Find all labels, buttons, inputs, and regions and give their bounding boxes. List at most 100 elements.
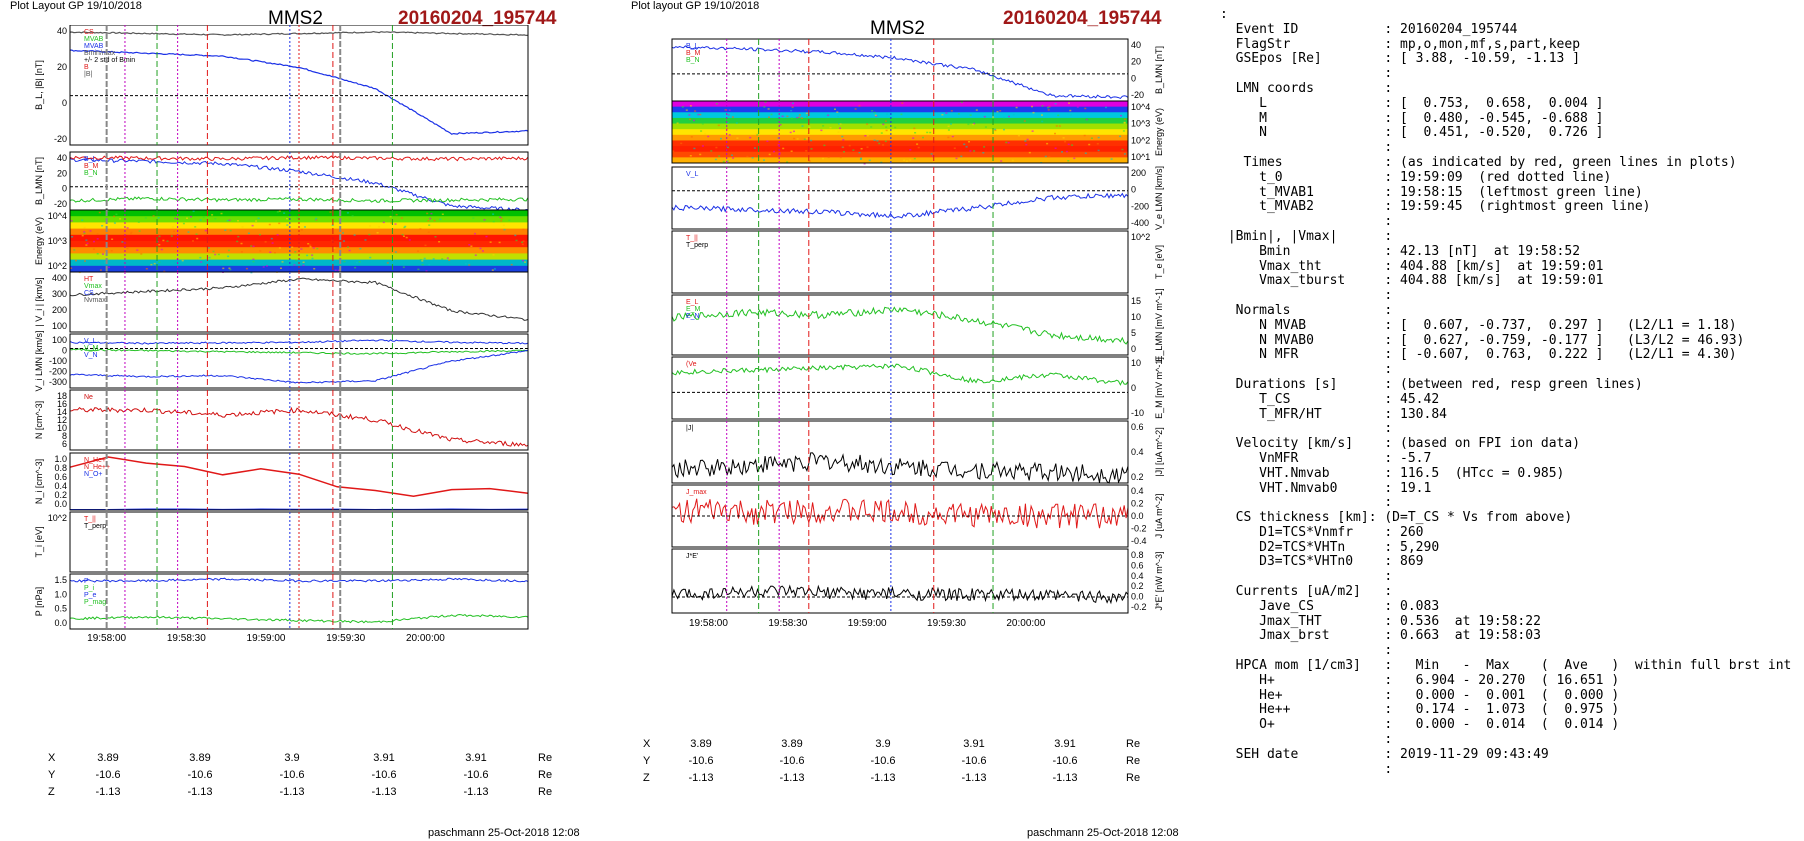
right-spectrogram-speckle [994,129,997,132]
right-ytick-label: -20 [1131,90,1144,100]
left-spectrogram-speckle [430,212,433,215]
right-spectrogram-speckle [726,120,729,123]
left-spectrogram-speckle [107,266,110,269]
right-spectrogram-speckle [950,123,952,125]
right-spectrogram-speckle [700,130,703,132]
left-spectrogram-band [70,210,528,217]
left-spectrogram-speckle [257,217,260,219]
orbit-row-x: X 3.89 3.89 3.9 3.91 3.91 Re [48,752,568,768]
left-spectrogram-speckle [211,214,214,216]
right-spectrogram-speckle [766,140,769,142]
right-ytick-label: 10 [1131,312,1141,322]
right-spectrogram-speckle [1058,125,1061,127]
left-spectrogram-speckle [240,251,243,253]
right-spectrogram-speckle [1044,155,1047,158]
right-ytick-label: 40 [1131,40,1141,50]
right-spectrogram-speckle [913,127,916,130]
right-spectrogram-speckle [728,134,731,136]
orbit-unit: Re [538,752,553,764]
right-spectrogram-speckle [710,150,713,152]
right-spectrogram-speckle [715,103,718,105]
right-ylabel: J [uA m^-2] [1154,494,1164,539]
left-spectrogram-speckle [182,222,185,225]
right-ylabel: |J| [uA m^-2] [1154,427,1164,476]
right-spectrogram-speckle [953,147,956,149]
orbit-value: -10.6 [961,755,987,767]
right-spectrogram-speckle [789,131,792,134]
right-legend-entry: E_L [686,299,699,306]
right-spectrogram-speckle [1024,140,1027,142]
left-panel-1: 40 20 0 -20 B_LMN [nT] B_LB_MB_N [34,151,529,212]
left-spectrogram-speckle [276,234,279,236]
orbit-value: -1.13 [279,786,305,798]
orbit-row-name: X [643,738,651,750]
right-ytick-label: 0.4 [1131,571,1144,581]
left-spectrogram-speckle [150,263,153,266]
right-spectrogram-speckle [720,137,722,140]
left-spectrogram-speckle [369,225,372,227]
info-line: : [1220,761,1393,777]
left-spectrogram-speckle [71,236,74,238]
left-spectrogram-speckle [419,228,422,230]
left-ytick-label: 16 [57,399,67,409]
right-spectrogram-speckle [790,117,793,119]
left-ytick-label: 10^2 [48,261,67,271]
left-ytick-label: -20 [54,199,67,209]
left-spectrogram-speckle [229,268,232,271]
right-spectrogram-speckle [1110,158,1113,160]
info-line: M : [ 0.480, -0.545, -0.688 ] [1220,110,1604,126]
right-panel-frame [671,100,1129,164]
right-spectrogram-speckle [676,122,679,124]
right-spectrogram-speckle [1065,150,1068,153]
right-ytick-label: 0 [1131,344,1136,354]
right-spectrogram-speckle [1088,143,1091,146]
left-spectrogram-speckle [492,254,495,256]
right-ylabel: V_e LMN [km/s] [1154,166,1164,230]
left-spectrogram-speckle [394,223,397,225]
right-ytick-label: 0.6 [1131,560,1144,570]
left-spectrogram-speckle [503,228,506,231]
left-spectrogram-speckle [417,250,419,252]
left-ylabel: P [nPa] [34,587,44,616]
right-spectrogram-speckle [1025,143,1028,146]
left-spectrogram-speckle [96,253,99,255]
left-ytick-label: 100 [52,321,67,331]
right-spectrogram-speckle [808,126,811,128]
left-spectrogram-speckle [376,232,379,234]
left-spectrogram-speckle [166,240,169,242]
left-ytick-label: -100 [49,356,67,366]
left-legend-entry: Nvmax [84,297,106,304]
right-spectrogram-speckle [894,126,897,129]
info-line: He+ : 0.000 - 0.001 ( 0.000 ) [1220,687,1620,703]
left-spectrogram-speckle [386,262,389,264]
right-spectrogram-speckle [968,141,970,143]
left-spectrogram-speckle [404,225,407,228]
right-spectrogram-speckle [885,129,888,132]
right-spectrogram-speckle [870,126,873,128]
left-spectrogram-speckle [158,235,161,238]
right-legend-entry: (Ve [686,361,697,368]
left-spectrogram-speckle [92,248,95,250]
left-spectrogram-speckle [508,219,511,221]
orbit-row-name: Z [48,786,55,798]
left-spectrogram-speckle [113,222,116,224]
left-spectrogram-speckle [170,235,173,237]
orbit-unit: Re [1126,738,1141,750]
right-spectrogram-speckle [838,123,841,125]
right-spectrogram-speckle [796,138,799,140]
info-line: GSEpos [Re] : [ 3.88, -10.59, -1.13 ] [1220,51,1581,67]
right-spectrogram-speckle [672,150,675,152]
right-spectrogram-speckle [866,146,869,148]
left-spectrogram-speckle [425,270,428,272]
right-spectrogram-speckle [1002,116,1005,119]
left-spectrogram-speckle [99,269,102,271]
orbit-row-name: Z [643,772,650,784]
left-ytick-label: 20 [57,62,67,72]
right-spectrogram-speckle [697,113,700,116]
right-spectrogram-speckle [782,147,785,150]
right-spectrogram-speckle [1070,114,1072,116]
left-spectrogram-speckle [101,225,104,227]
right-spectrogram-speckle [839,123,842,125]
orbit-value: 3.9 [875,738,891,750]
right-spectrogram-speckle [699,113,702,116]
